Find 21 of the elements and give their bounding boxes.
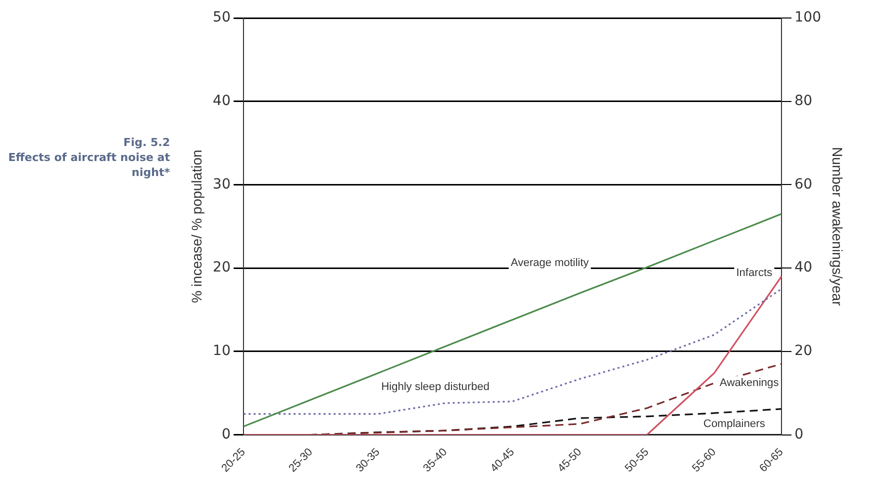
series-label: Infarcts bbox=[736, 267, 773, 280]
text: Fig. 5.2 bbox=[122, 135, 170, 150]
y2-tick-label: 60 bbox=[794, 176, 812, 192]
series-label: Highly sleep disturbed bbox=[381, 381, 490, 394]
series-label: Average motility bbox=[510, 257, 590, 270]
y-axis-title: % incease/ % population bbox=[188, 150, 204, 304]
text: Effects of aircraft noise at night* bbox=[7, 150, 170, 180]
y2-tick-label: 40 bbox=[794, 260, 812, 276]
y2-tick-label: 20 bbox=[794, 343, 812, 360]
y2-tick-label: 100 bbox=[794, 10, 822, 26]
y-tick-label: 40 bbox=[212, 92, 231, 109]
y2-tick-label: 0 bbox=[794, 426, 804, 442]
y-tick-label: 50 bbox=[212, 10, 231, 26]
series-label: Awakenings bbox=[720, 377, 780, 390]
y-tick-label: 0 bbox=[222, 426, 231, 442]
series-label: Complainers bbox=[703, 418, 766, 430]
y-tick-label: 20 bbox=[212, 260, 231, 276]
y-tick-label: 10 bbox=[212, 343, 231, 360]
y-tick-label: 30 bbox=[212, 176, 231, 192]
y2-tick-label: 80 bbox=[794, 92, 812, 109]
y2-axis-title: Number awakenings/year bbox=[830, 147, 846, 306]
